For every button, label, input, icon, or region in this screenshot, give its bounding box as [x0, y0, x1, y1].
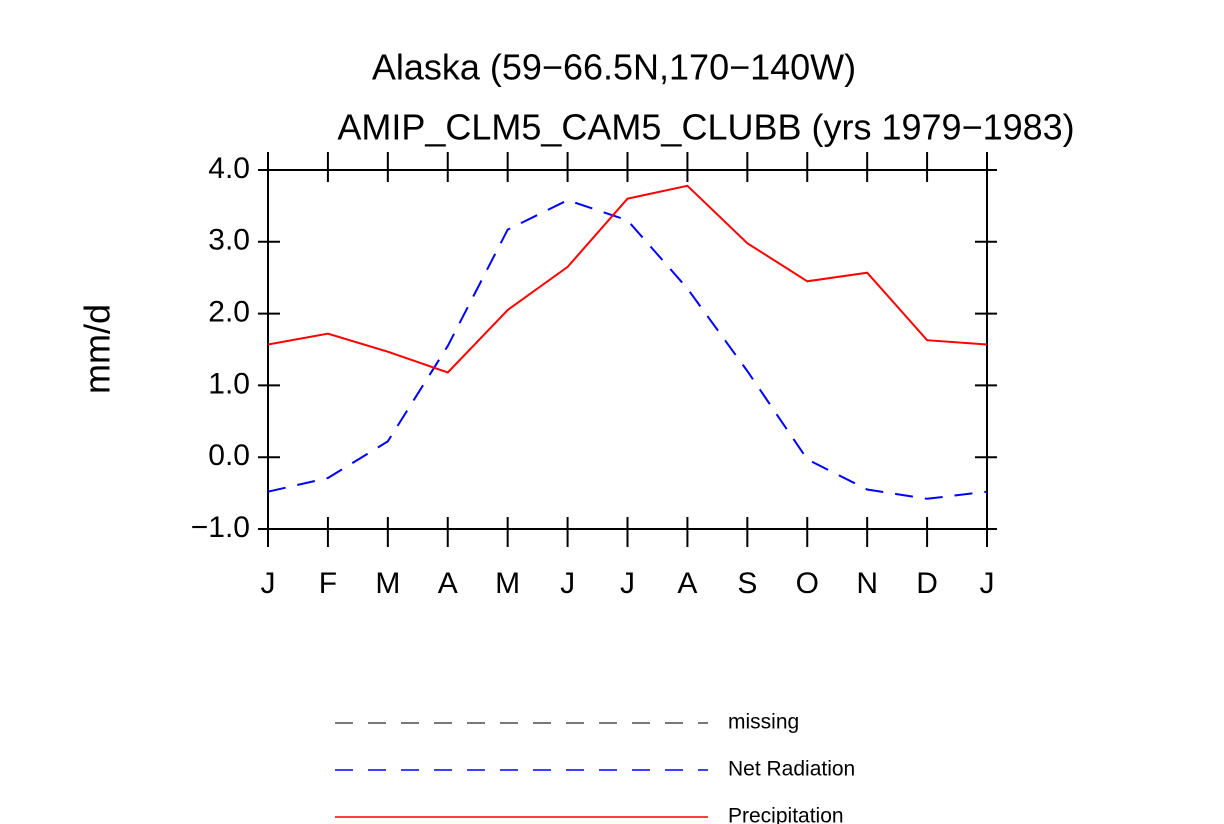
x-tick-label: A — [677, 567, 697, 600]
y-tick-label: 3.0 — [208, 224, 250, 257]
chart-title: Alaska (59−66.5N,170−140W) — [372, 47, 856, 88]
x-tick-label: F — [319, 567, 337, 600]
x-tick-label: O — [796, 567, 819, 600]
x-tick-label: J — [980, 567, 995, 600]
y-axis-label: mm/d — [77, 304, 118, 394]
legend-label: Precipitation — [728, 805, 844, 824]
y-tick-label: 1.0 — [208, 367, 250, 400]
data-line — [267, 184, 988, 374]
y-tick-label: −1.0 — [191, 511, 250, 544]
x-tick-label: S — [737, 567, 757, 600]
data-line — [267, 199, 988, 500]
x-tick-label: M — [375, 567, 400, 600]
x-tick-label: J — [261, 567, 276, 600]
x-tick-label: M — [495, 567, 520, 600]
x-tick-label: N — [856, 567, 878, 600]
x-tick-label: J — [620, 567, 635, 600]
y-tick-label: 2.0 — [208, 296, 250, 329]
legend-label: Net Radiation — [728, 758, 855, 781]
x-tick-label: J — [560, 567, 575, 600]
plot-frame — [267, 169, 988, 530]
x-tick-label: D — [916, 567, 938, 600]
x-tick-label: A — [438, 567, 458, 600]
y-tick-label: 4.0 — [208, 152, 250, 185]
chart-subtitle: AMIP_CLM5_CAM5_CLUBB (yrs 1979−1983) — [337, 107, 1074, 148]
legend-label: missing — [728, 711, 799, 734]
y-tick-label: 0.0 — [208, 439, 250, 472]
